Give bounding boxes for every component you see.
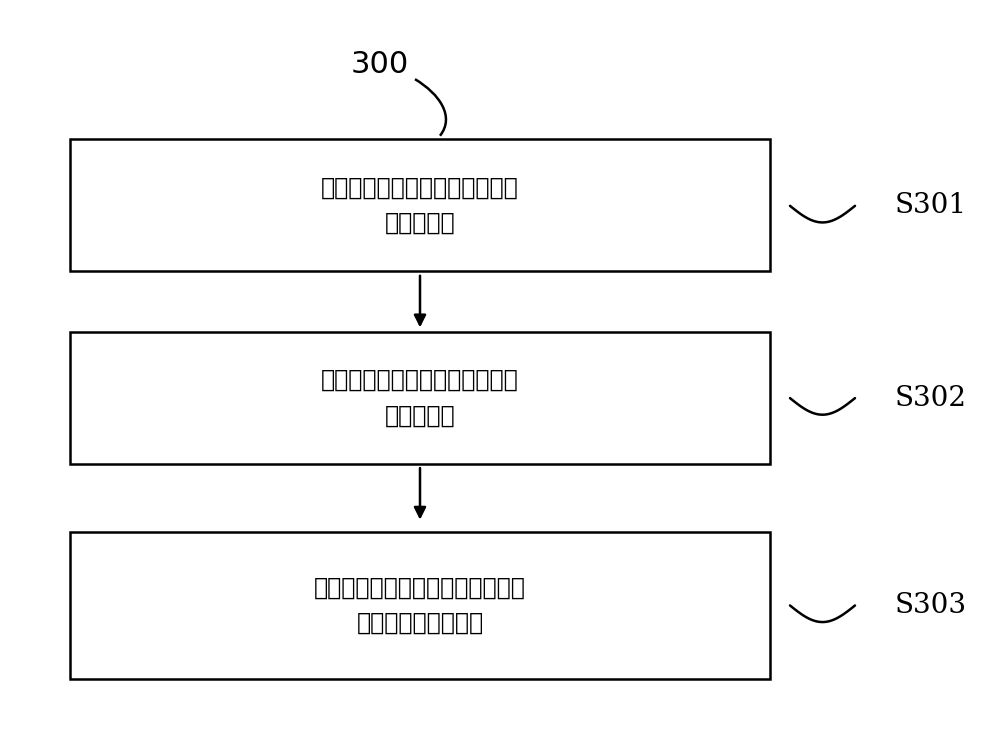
Text: 获取组成待仿真线路所使用的器
件规格信息: 获取组成待仿真线路所使用的器 件规格信息	[321, 368, 519, 428]
Bar	[70, 139, 770, 271]
Bar	[70, 332, 770, 464]
Text: S301: S301	[895, 192, 967, 219]
Text: 300: 300	[351, 50, 409, 78]
Text: 获取组成待仿真线路所使用的器
件规格信息: 获取组成待仿真线路所使用的器 件规格信息	[321, 176, 519, 235]
Text: S303: S303	[895, 592, 967, 619]
Text: S302: S302	[895, 385, 967, 412]
Bar	[70, 532, 770, 679]
Text: 根据所述待仿真线路的等效阻值，
进行线路压降的仿真: 根据所述待仿真线路的等效阻值， 进行线路压降的仿真	[314, 575, 526, 635]
